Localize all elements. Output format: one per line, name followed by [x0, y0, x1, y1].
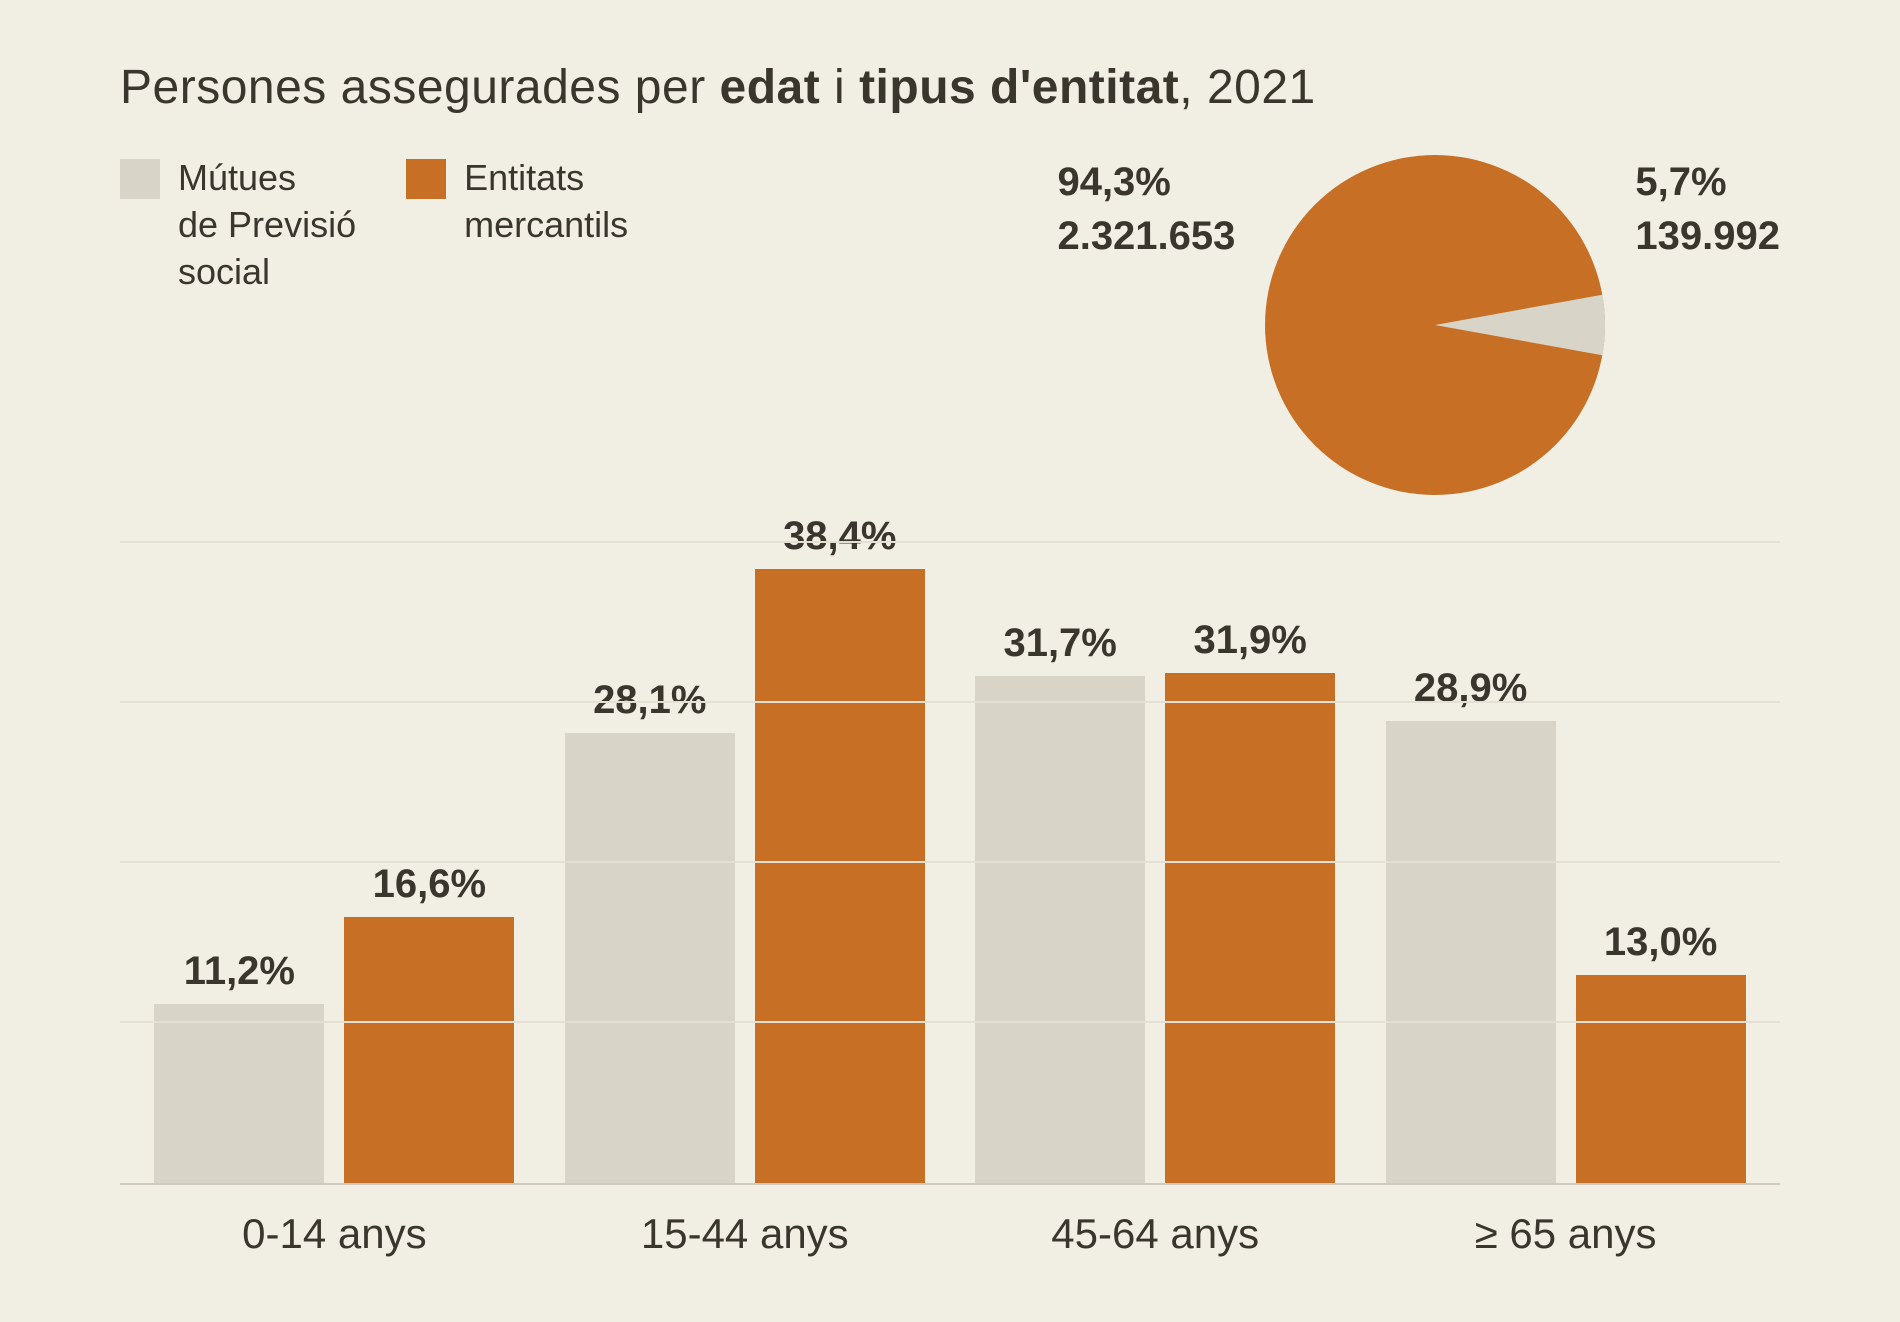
x-axis-labels: 0-14 anys 15-44 anys 45-64 anys ≥ 65 anys	[120, 1185, 1780, 1258]
title-bold2: tipus d'entitat	[859, 61, 1179, 114]
bar-value-label: 13,0%	[1604, 920, 1717, 965]
bar-plot: 11,2%16,6%28,1%38,4%31,7%31,9%28,9%13,0%	[120, 545, 1780, 1185]
bar-wrap: 28,9%	[1386, 666, 1556, 1183]
chart-title: Persones assegurades per edat i tipus d'…	[120, 60, 1780, 115]
pie-label-entitats: 94,3% 2.321.653	[1057, 155, 1235, 263]
bar	[975, 676, 1145, 1183]
gridline	[120, 541, 1780, 543]
swatch-mutues	[120, 159, 160, 199]
top-row: Mútues de Previsió social Entitats merca…	[120, 155, 1780, 495]
gridline	[120, 861, 1780, 863]
legend-item-entitats: Entitats mercantils	[406, 155, 628, 295]
bar-value-label: 16,6%	[373, 862, 486, 907]
bar-wrap: 31,7%	[975, 621, 1145, 1183]
legend-label-entitats: Entitats mercantils	[464, 155, 628, 249]
bar-wrap: 38,4%	[755, 514, 925, 1183]
gridline	[120, 1021, 1780, 1023]
legend: Mútues de Previsió social Entitats merca…	[120, 155, 628, 295]
bar	[1386, 721, 1556, 1183]
bar-group: 28,1% 38,4%	[550, 514, 939, 1183]
pie-chart	[1265, 155, 1605, 495]
bar	[154, 1004, 324, 1183]
title-mid: i	[820, 61, 859, 114]
bar-wrap: 28,1%	[565, 678, 735, 1183]
pie-label-mutues: 5,7% 139.992	[1635, 155, 1780, 263]
bar-wrap: 13,0%	[1576, 920, 1746, 1183]
legend-item-mutues: Mútues de Previsió social	[120, 155, 356, 295]
bar-chart: 11,2%16,6%28,1%38,4%31,7%31,9%28,9%13,0%…	[120, 545, 1780, 1305]
title-post: , 2021	[1179, 61, 1315, 114]
bar-value-label: 11,2%	[184, 949, 295, 994]
title-pre: Persones assegurades per	[120, 61, 720, 114]
bar	[565, 733, 735, 1183]
bar	[1576, 975, 1746, 1183]
bar	[344, 917, 514, 1183]
bar	[755, 569, 925, 1183]
x-axis-label: 15-44 anys	[550, 1210, 939, 1258]
bar	[1165, 673, 1335, 1183]
legend-label-mutues: Mútues de Previsió social	[178, 155, 356, 295]
swatch-entitats	[406, 159, 446, 199]
x-axis-label: 45-64 anys	[961, 1210, 1350, 1258]
bar-wrap: 11,2%	[154, 949, 324, 1183]
bar-value-label: 31,7%	[1003, 621, 1116, 666]
bar-value-label: 28,9%	[1414, 666, 1527, 711]
bar-value-label: 31,9%	[1193, 618, 1306, 663]
bar-groups: 11,2%16,6%28,1%38,4%31,7%31,9%28,9%13,0%	[120, 545, 1780, 1183]
x-axis-label: ≥ 65 anys	[1371, 1210, 1760, 1258]
x-axis-label: 0-14 anys	[140, 1210, 529, 1258]
gridline	[120, 701, 1780, 703]
bar-value-label: 38,4%	[783, 514, 896, 559]
pie-block: 94,3% 2.321.653 5,7% 139.992	[1057, 155, 1780, 495]
title-bold1: edat	[720, 61, 821, 114]
bar-group: 28,9% 13,0%	[1371, 666, 1760, 1183]
